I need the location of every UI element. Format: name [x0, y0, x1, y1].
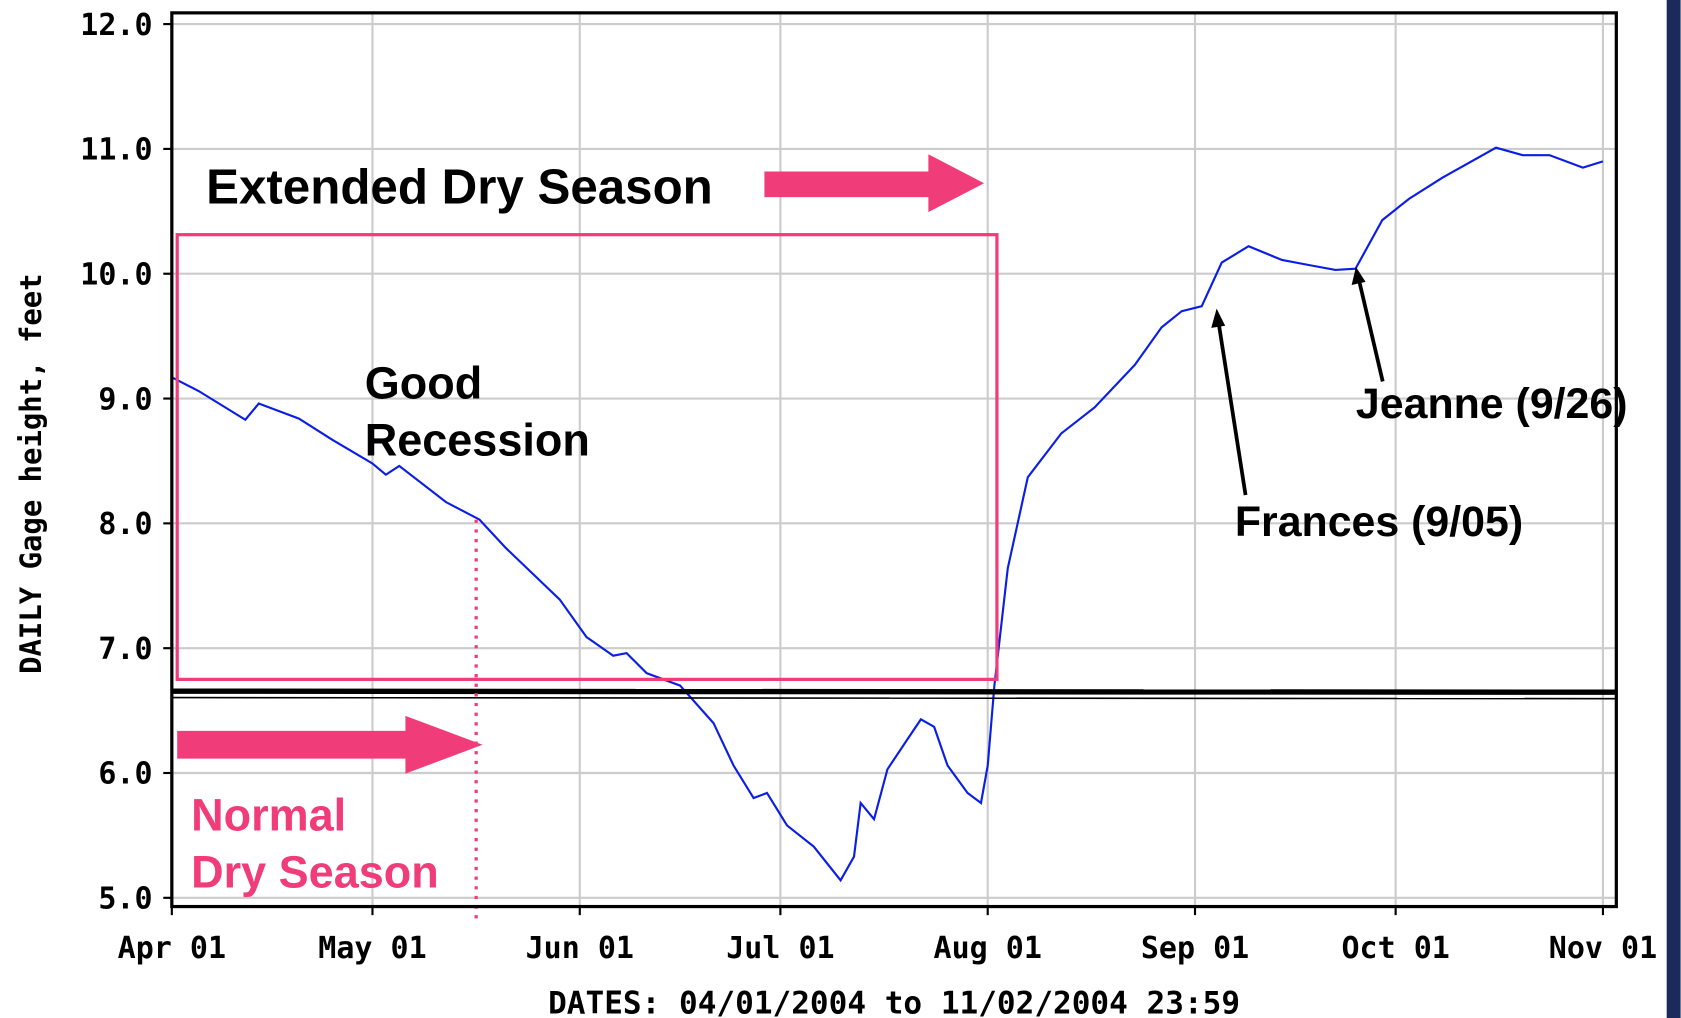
frances-arrowhead	[1211, 308, 1226, 328]
plot	[171, 146, 1604, 883]
x-tick-label: Jun 01	[526, 931, 634, 966]
x-tick-label: Oct 01	[1341, 931, 1449, 966]
x-tick-label: Nov 01	[1549, 931, 1657, 966]
y-axis-title: DAILY Gage height, feet	[14, 273, 48, 673]
y-tick-label: 10.0	[80, 257, 152, 292]
frame-edge	[1666, 0, 1681, 1018]
plot-frame	[170, 11, 1618, 909]
y-tick-label: 7.0	[98, 632, 152, 667]
normal-label: Normal	[191, 789, 346, 840]
y-tick-label: 5.0	[98, 882, 152, 917]
threshold-line	[171, 688, 1617, 695]
recession-label: Good	[365, 358, 482, 409]
x-axis-title: DATES: 04/01/2004 to 11/02/2004 23:59	[548, 986, 1240, 1018]
frances-label: Frances (9/05)	[1235, 498, 1523, 546]
jeanne-arrowhead	[1351, 266, 1366, 286]
x-tick-label: Apr 01	[118, 931, 226, 966]
y-tick-label: 6.0	[98, 757, 152, 792]
normal-arrow	[177, 715, 483, 774]
extended-arrow	[764, 154, 985, 213]
y-tick-label: 11.0	[80, 133, 152, 168]
extended-box	[175, 233, 999, 681]
jeanne-label: Jeanne (9/26)	[1356, 380, 1628, 428]
x-tick-label: Aug 01	[934, 931, 1042, 966]
jeanne-arrow	[1357, 280, 1385, 382]
x-tick-label: Jul 01	[726, 931, 834, 966]
x-tick-label: May 01	[318, 931, 426, 966]
y-tick-label: 8.0	[98, 507, 152, 542]
threshold-line	[171, 696, 1617, 700]
y-tick-label: 9.0	[98, 382, 152, 417]
x-tick-label: Sep 01	[1141, 931, 1249, 966]
data-line	[171, 146, 1604, 883]
extended-label: Extended Dry Season	[206, 160, 713, 215]
frances-arrow	[1216, 323, 1248, 496]
normal-label: Dry Season	[191, 846, 439, 897]
y-tick-label: 12.0	[80, 8, 152, 43]
recession-label: Recession	[365, 414, 590, 465]
